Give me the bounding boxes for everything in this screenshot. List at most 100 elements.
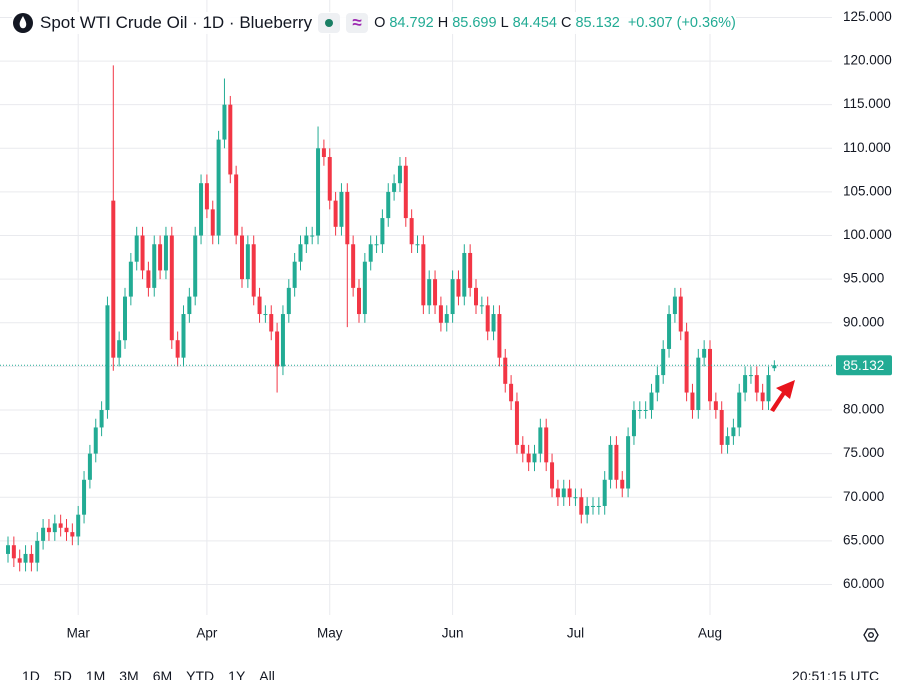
candle-body bbox=[222, 104, 227, 140]
candle-body bbox=[82, 479, 87, 515]
candle-body bbox=[64, 527, 69, 533]
candle-body bbox=[509, 383, 514, 402]
candle-body bbox=[678, 296, 683, 332]
candle-body bbox=[526, 453, 531, 463]
range-button[interactable]: 1D bbox=[22, 668, 40, 680]
candle-body bbox=[140, 235, 145, 271]
candle-body bbox=[380, 218, 385, 245]
candle-body bbox=[392, 183, 397, 192]
candle-body bbox=[117, 340, 122, 358]
settings-hex bbox=[863, 628, 879, 642]
ohlc-values: O 84.792 H 85.699 L 84.454 C 85.132 +0.307 (+0.3… bbox=[374, 15, 736, 31]
candle-body bbox=[555, 488, 560, 498]
candle-body bbox=[245, 244, 250, 280]
indicator-badge[interactable]: ≈ bbox=[346, 13, 369, 33]
candle-body bbox=[620, 479, 625, 489]
y-tick-label: 110.000 bbox=[843, 140, 891, 155]
x-tick-label: Jul bbox=[567, 626, 584, 641]
candle-body bbox=[280, 314, 285, 367]
range-button[interactable]: 6M bbox=[152, 668, 173, 680]
candle-body bbox=[731, 427, 736, 437]
y-tick-label: 60.000 bbox=[843, 576, 884, 591]
range-button[interactable]: 1M bbox=[85, 668, 106, 680]
candle-body bbox=[169, 235, 174, 341]
candle-body bbox=[228, 104, 233, 175]
range-button[interactable]: 5D bbox=[53, 668, 72, 680]
candle-body bbox=[199, 183, 204, 236]
change: +0.307 (+0.36%) bbox=[627, 15, 736, 31]
candle-body bbox=[696, 357, 701, 410]
candle-body bbox=[661, 348, 666, 376]
candle-body bbox=[368, 244, 373, 262]
status-badge[interactable] bbox=[318, 13, 341, 33]
candle-body bbox=[11, 545, 16, 559]
candle-body bbox=[485, 305, 490, 332]
range-button[interactable]: 1Y bbox=[228, 668, 246, 680]
candle-body bbox=[433, 279, 438, 306]
x-tick-label: Jun bbox=[442, 626, 464, 641]
candle-body bbox=[427, 279, 432, 306]
y-tick-label: 100.000 bbox=[843, 227, 892, 242]
candle-body bbox=[257, 296, 262, 315]
y-tick-label: 80.000 bbox=[843, 402, 884, 417]
candle-body bbox=[111, 200, 116, 358]
candle-body bbox=[684, 331, 689, 393]
candle-body bbox=[503, 357, 508, 384]
candle-body bbox=[462, 252, 467, 297]
x-tick-label: Apr bbox=[196, 626, 218, 641]
candle-body bbox=[181, 314, 186, 358]
candle-body bbox=[158, 244, 163, 271]
symbol-title: Spot WTI Crude Oil · 1D · Blueberry bbox=[40, 13, 313, 32]
settings-icon[interactable] bbox=[863, 628, 879, 642]
arrow-annotation bbox=[770, 380, 795, 412]
candle-body bbox=[550, 462, 555, 489]
candle-body bbox=[105, 305, 110, 410]
candle-body bbox=[532, 453, 537, 463]
candle-body bbox=[216, 139, 221, 236]
range-button[interactable]: 3M bbox=[119, 668, 139, 680]
candle-body bbox=[269, 314, 274, 332]
candle-body bbox=[333, 200, 338, 227]
range-button[interactable]: All bbox=[259, 668, 275, 680]
candle-body bbox=[725, 436, 730, 445]
candle-body bbox=[497, 314, 502, 358]
candle-body bbox=[538, 427, 543, 454]
candle-body bbox=[286, 287, 291, 315]
candle-body bbox=[163, 235, 168, 271]
x-tick-label: Mar bbox=[67, 626, 91, 641]
candle-body bbox=[760, 392, 765, 402]
candle-body bbox=[708, 348, 712, 402]
candle-body bbox=[544, 427, 549, 463]
y-tick-label: 95.000 bbox=[843, 271, 884, 286]
candle-body bbox=[316, 148, 321, 236]
candle-body bbox=[585, 505, 590, 515]
range-button[interactable]: YTD bbox=[186, 668, 215, 680]
candle-body bbox=[187, 296, 192, 315]
candle-body bbox=[573, 497, 578, 499]
candle-body bbox=[234, 174, 239, 236]
candle-body bbox=[93, 427, 98, 454]
candle-body bbox=[491, 314, 496, 332]
candle-body bbox=[210, 209, 215, 236]
candle-body bbox=[339, 191, 344, 227]
ohlc-value: 84.454 bbox=[512, 15, 557, 31]
candle-body bbox=[450, 279, 455, 315]
candle-body bbox=[146, 270, 151, 288]
candle-body bbox=[602, 479, 607, 506]
y-tick-label: 115.000 bbox=[843, 96, 891, 111]
candle-body bbox=[444, 314, 449, 323]
y-tick-label: 70.000 bbox=[843, 489, 884, 504]
candle-body bbox=[6, 545, 10, 554]
symbol-logo bbox=[13, 13, 33, 33]
candle-body bbox=[345, 191, 350, 245]
candle-body bbox=[292, 261, 297, 288]
candle-body bbox=[386, 191, 391, 219]
candle-body bbox=[479, 305, 484, 307]
candle-body bbox=[175, 340, 180, 358]
y-tick-label: 75.000 bbox=[843, 445, 884, 460]
candle-body bbox=[643, 410, 648, 411]
candle-body bbox=[357, 287, 361, 315]
candle-body bbox=[240, 235, 244, 280]
